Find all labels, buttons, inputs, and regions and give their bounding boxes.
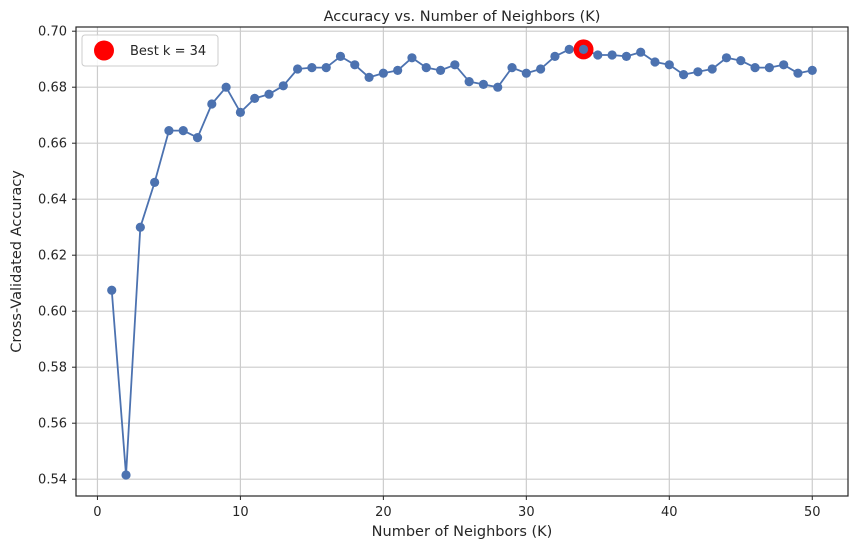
legend-box <box>81 34 219 67</box>
y-tick-label: 0.68 <box>38 81 67 96</box>
data-point <box>593 50 603 60</box>
data-point <box>207 99 217 109</box>
data-point <box>178 126 188 136</box>
data-point <box>721 53 732 63</box>
data-point <box>435 65 446 75</box>
data-point <box>807 65 817 75</box>
data-point <box>536 64 546 74</box>
best-k-highlight <box>573 39 594 60</box>
y-tick-label: 0.56 <box>38 417 67 432</box>
data-point <box>335 51 346 62</box>
x-axis-title: Number of Neighbors (K) <box>372 524 553 540</box>
series-accuracy <box>107 44 817 480</box>
y-tick-label: 0.60 <box>38 305 67 320</box>
data-point <box>450 60 460 70</box>
data-point <box>607 50 617 60</box>
data-point <box>550 51 560 62</box>
data-point <box>164 126 174 136</box>
data-point <box>521 68 531 78</box>
data-point <box>292 64 303 74</box>
data-point <box>393 65 403 75</box>
data-point <box>321 63 331 73</box>
x-tick-label: 0 <box>93 505 101 520</box>
data-point <box>636 47 646 57</box>
data-point <box>750 63 760 73</box>
y-axis-title: Cross-Validated Accuracy <box>9 170 25 353</box>
data-point <box>407 53 417 63</box>
x-axis-ticks: 0 10 20 30 40 50 <box>93 496 821 520</box>
x-tick-label: 20 <box>375 505 392 520</box>
data-point <box>736 56 746 66</box>
data-point <box>307 63 317 73</box>
data-point <box>707 64 717 74</box>
y-tick-label: 0.62 <box>38 249 67 264</box>
data-point <box>250 93 260 103</box>
x-tick-label: 30 <box>518 505 535 520</box>
data-point <box>564 44 574 55</box>
data-point <box>135 222 145 232</box>
chart-title: Accuracy vs. Number of Neighbors (K) <box>324 9 601 25</box>
data-point <box>107 285 117 295</box>
data-point <box>793 68 803 78</box>
data-point <box>235 107 246 117</box>
data-point <box>493 82 503 92</box>
grid <box>76 27 848 496</box>
data-point <box>150 177 160 187</box>
data-point <box>350 60 360 70</box>
legend-marker-best-k <box>94 40 114 61</box>
y-tick-label: 0.54 <box>38 473 67 488</box>
data-point <box>650 57 660 67</box>
data-point <box>507 63 517 73</box>
legend-label-best-k: Best k = 34 <box>130 44 206 59</box>
data-point <box>764 63 774 73</box>
data-point <box>779 60 789 70</box>
data-point <box>364 72 374 82</box>
data-point <box>221 82 231 92</box>
y-tick-label: 0.64 <box>38 193 67 208</box>
y-tick-label: 0.70 <box>38 25 67 40</box>
data-point <box>264 89 274 99</box>
data-point <box>664 60 674 70</box>
data-point <box>421 63 431 73</box>
data-point <box>678 70 689 80</box>
x-tick-label: 10 <box>232 505 249 520</box>
data-point <box>121 470 131 480</box>
data-point <box>378 68 388 78</box>
plot-frame <box>75 26 849 497</box>
legend: Best k = 34 <box>81 34 219 67</box>
y-tick-label: 0.58 <box>38 361 67 376</box>
data-point <box>693 67 703 77</box>
data-point <box>278 81 288 91</box>
y-axis-ticks: 0.54 0.56 0.58 0.60 0.62 0.64 0.66 0.68 0.70 <box>38 25 76 488</box>
x-tick-label: 40 <box>661 505 678 520</box>
series-line <box>110 48 813 476</box>
x-tick-label: 50 <box>804 505 821 520</box>
data-point <box>192 133 203 143</box>
y-tick-label: 0.66 <box>38 137 67 152</box>
data-point <box>578 44 589 55</box>
data-point <box>464 77 474 87</box>
data-point <box>621 51 632 62</box>
data-point <box>478 79 489 89</box>
